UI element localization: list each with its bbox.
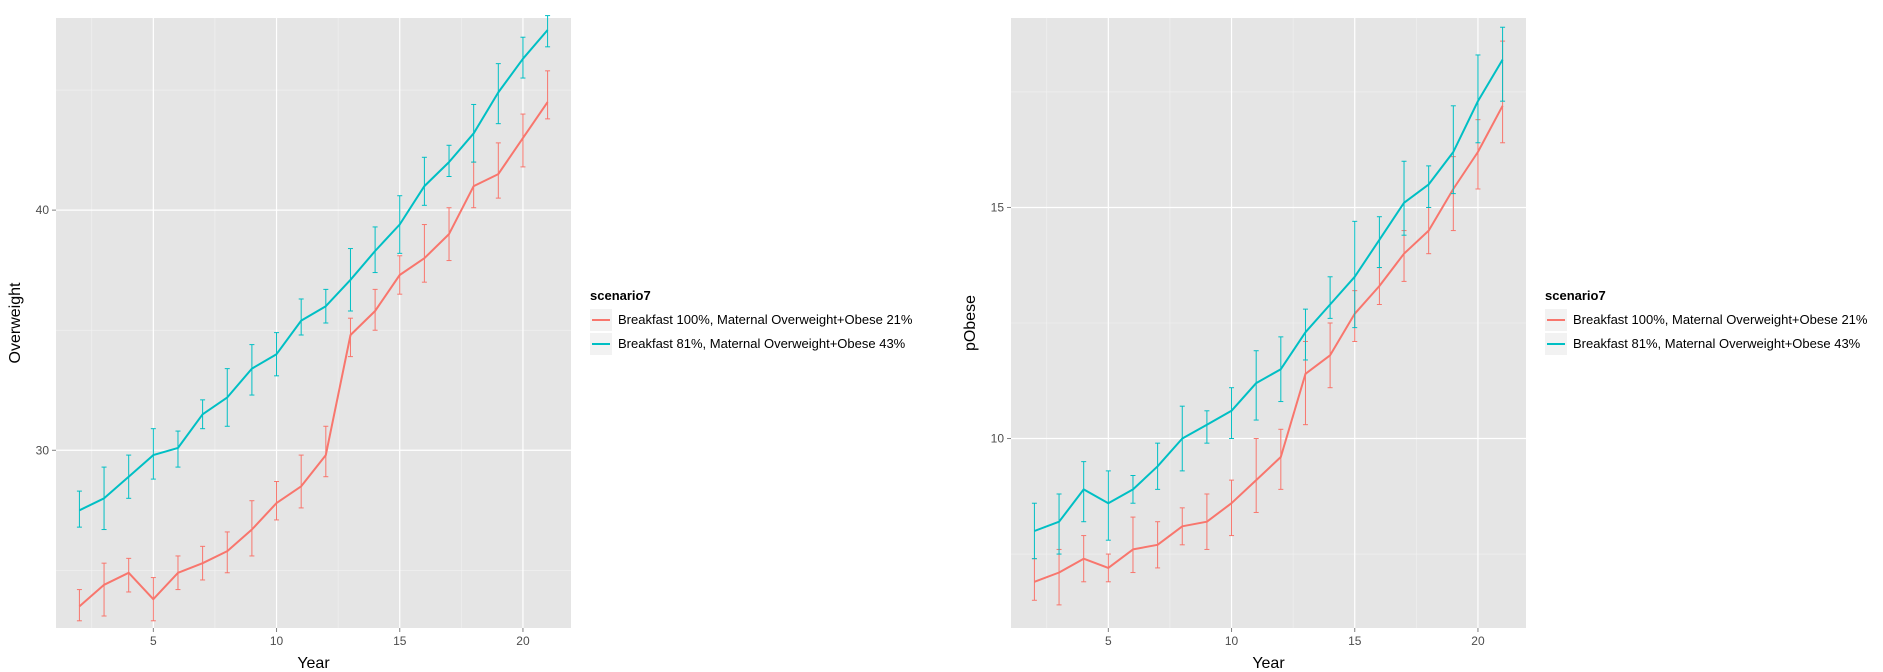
overweight-plot: 5 10 15 20 30 40 Year Overweight scenario7 Br… [7,15,913,672]
y-tick-label: 40 [36,203,50,217]
y-axis-title: pObese [962,295,979,351]
plot-panel [56,18,571,628]
x-tick-label: 20 [1471,634,1485,648]
x-tick-label: 15 [393,634,407,648]
legend-entry-label: Breakfast 81%, Maternal Overweight+Obese… [1573,336,1861,351]
legend-title: scenario7 [590,288,651,303]
x-tick-label: 20 [516,634,530,648]
legend-entry-label: Breakfast 81%, Maternal Overweight+Obese… [618,336,906,351]
y-tick-label: 10 [991,432,1005,446]
pobese-plot: 5 10 15 20 10 15 Year pObese scenario7 Breakf… [962,18,1868,672]
series-line [1034,105,1504,583]
legend: scenario7 Breakfast 100%, Maternal Overw… [1545,288,1868,355]
series-line [78,101,549,608]
legend-entry-label: Breakfast 100%, Maternal Overweight+Obes… [618,312,913,327]
series-line [78,29,549,512]
y-axis-title: Overweight [7,282,24,363]
legend-title: scenario7 [1545,288,1606,303]
x-tick-label: 5 [150,634,157,648]
plot-marks [76,15,551,622]
y-tick-label: 30 [36,443,50,457]
legend: scenario7 Breakfast 100%, Maternal Overw… [590,288,913,355]
y-tick-label: 15 [991,200,1005,214]
legend-entry-label: Breakfast 100%, Maternal Overweight+Obes… [1573,312,1868,327]
series-line [1034,59,1504,532]
x-tick-label: 10 [270,634,284,648]
tick-labels: 5 10 15 20 10 15 [991,200,1485,648]
x-tick-label: 10 [1225,634,1239,648]
tick-labels: 5 10 15 20 30 40 [36,203,530,648]
x-tick-label: 15 [1348,634,1362,648]
x-axis-title: Year [297,655,330,672]
x-axis-title: Year [1252,655,1285,672]
x-tick-label: 5 [1105,634,1112,648]
plot-marks [1031,26,1506,606]
